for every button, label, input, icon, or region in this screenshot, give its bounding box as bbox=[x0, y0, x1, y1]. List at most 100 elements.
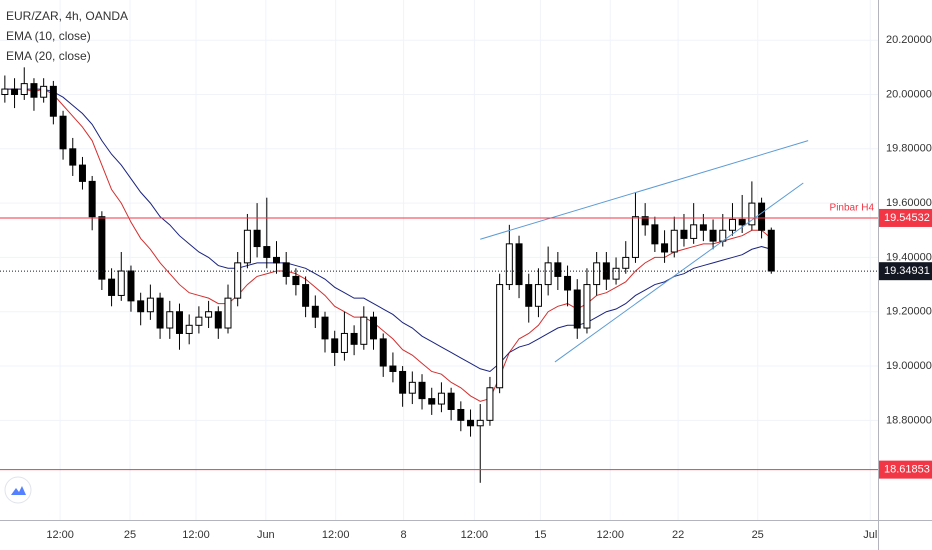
candle-body bbox=[612, 267, 620, 280]
candle-body bbox=[137, 300, 145, 313]
candle-body bbox=[690, 224, 698, 239]
y-tick-label: 19.40000 bbox=[886, 251, 932, 263]
x-tick-label: Jul bbox=[863, 529, 877, 541]
candle-body bbox=[389, 365, 397, 372]
candle-body bbox=[331, 338, 339, 353]
candle-body bbox=[234, 262, 242, 299]
candle-body bbox=[156, 297, 164, 329]
x-tick-label: 12:00 bbox=[46, 529, 74, 541]
grid bbox=[0, 0, 878, 520]
price-label: 19.54532 bbox=[884, 212, 930, 224]
x-tick-label: 25 bbox=[124, 529, 136, 541]
candle-body bbox=[302, 284, 310, 307]
candle-body bbox=[699, 224, 707, 231]
x-tick-label: 15 bbox=[534, 529, 546, 541]
candle-body bbox=[631, 216, 639, 258]
candle-body bbox=[554, 262, 562, 277]
candle-body bbox=[670, 229, 678, 253]
candle-body bbox=[496, 284, 504, 389]
candle-body bbox=[505, 243, 513, 286]
x-tick-label: 8 bbox=[401, 529, 407, 541]
candle-body bbox=[709, 229, 717, 242]
candle-body bbox=[117, 270, 125, 296]
candle-body bbox=[476, 419, 484, 427]
candle-body bbox=[108, 278, 116, 296]
candle-body bbox=[748, 202, 756, 226]
candle-body bbox=[641, 216, 649, 226]
candle-body bbox=[379, 338, 387, 367]
chart-title: EUR/ZAR, 4h, OANDA bbox=[6, 9, 128, 23]
candle-body bbox=[205, 311, 213, 318]
price-label-box bbox=[879, 460, 932, 479]
x-tick-label: 12:00 bbox=[461, 529, 489, 541]
x-tick-label: 12:00 bbox=[322, 529, 350, 541]
line-note: Pinbar H4 bbox=[830, 203, 875, 214]
candle-body bbox=[175, 311, 183, 334]
candle-body bbox=[59, 115, 67, 150]
candle-body bbox=[272, 256, 280, 264]
x-tick-label: 12:00 bbox=[182, 529, 210, 541]
x-tick-label: 22 bbox=[672, 529, 684, 541]
candle-body bbox=[340, 332, 348, 353]
candle-body bbox=[515, 243, 523, 286]
candle-body bbox=[11, 88, 19, 95]
candle-body bbox=[399, 370, 407, 394]
candle-body bbox=[680, 229, 688, 239]
legend-entry: EMA (20, close) bbox=[6, 49, 91, 63]
candle-body bbox=[214, 311, 222, 329]
candle-body bbox=[49, 85, 57, 117]
y-tick-label: 18.80000 bbox=[886, 414, 932, 426]
candle-body bbox=[573, 289, 581, 329]
candle-body bbox=[486, 387, 494, 421]
candle-body bbox=[40, 85, 48, 98]
candle-body bbox=[224, 297, 232, 329]
candle-body bbox=[1, 88, 9, 95]
candle-body bbox=[728, 218, 736, 231]
candle-body bbox=[370, 316, 378, 340]
candle-body bbox=[467, 419, 475, 427]
price-label: 19.34931 bbox=[884, 265, 930, 277]
candle-body bbox=[593, 262, 601, 286]
plot bbox=[0, 67, 878, 483]
candle-body bbox=[360, 316, 368, 345]
candle-body bbox=[525, 284, 533, 307]
candle-body bbox=[428, 398, 436, 405]
candle-body bbox=[447, 392, 455, 410]
candle-body bbox=[195, 316, 203, 326]
y-tick-label: 19.60000 bbox=[886, 197, 932, 209]
trendline bbox=[554, 182, 804, 363]
candle-body bbox=[146, 297, 154, 313]
candle-body bbox=[98, 216, 106, 280]
ema-line bbox=[4, 88, 772, 373]
price-label: 18.61853 bbox=[884, 464, 930, 476]
candle-body bbox=[282, 262, 290, 277]
x-tick-label: 25 bbox=[752, 529, 764, 541]
candle-body bbox=[350, 332, 358, 345]
labels: 18.80000 19.00000 19.20000 19.40000 19.60000… bbox=[46, 34, 932, 541]
candle-body bbox=[69, 148, 77, 166]
candle-body bbox=[166, 311, 174, 329]
candle-body bbox=[127, 270, 135, 302]
candle-body bbox=[738, 218, 746, 226]
candle-body bbox=[311, 305, 319, 318]
y-tick-label: 20.00000 bbox=[886, 88, 932, 100]
legend-entry: EMA (10, close) bbox=[6, 29, 91, 43]
candle-body bbox=[321, 316, 329, 340]
price-label-box bbox=[879, 208, 932, 227]
candle-body bbox=[534, 284, 542, 307]
candle-body bbox=[263, 246, 271, 258]
price-label-box bbox=[879, 262, 932, 281]
candle-body bbox=[243, 229, 251, 264]
candle-body bbox=[457, 408, 465, 421]
candle-body bbox=[418, 381, 426, 400]
candle-body bbox=[88, 180, 96, 218]
candle-body bbox=[408, 381, 416, 394]
logo bbox=[4, 476, 32, 504]
x-tick-label: 12:00 bbox=[596, 529, 624, 541]
candle-body bbox=[185, 324, 193, 334]
y-tick-label: 19.80000 bbox=[886, 143, 932, 155]
candle-body bbox=[292, 275, 300, 286]
candle-body bbox=[622, 256, 630, 269]
